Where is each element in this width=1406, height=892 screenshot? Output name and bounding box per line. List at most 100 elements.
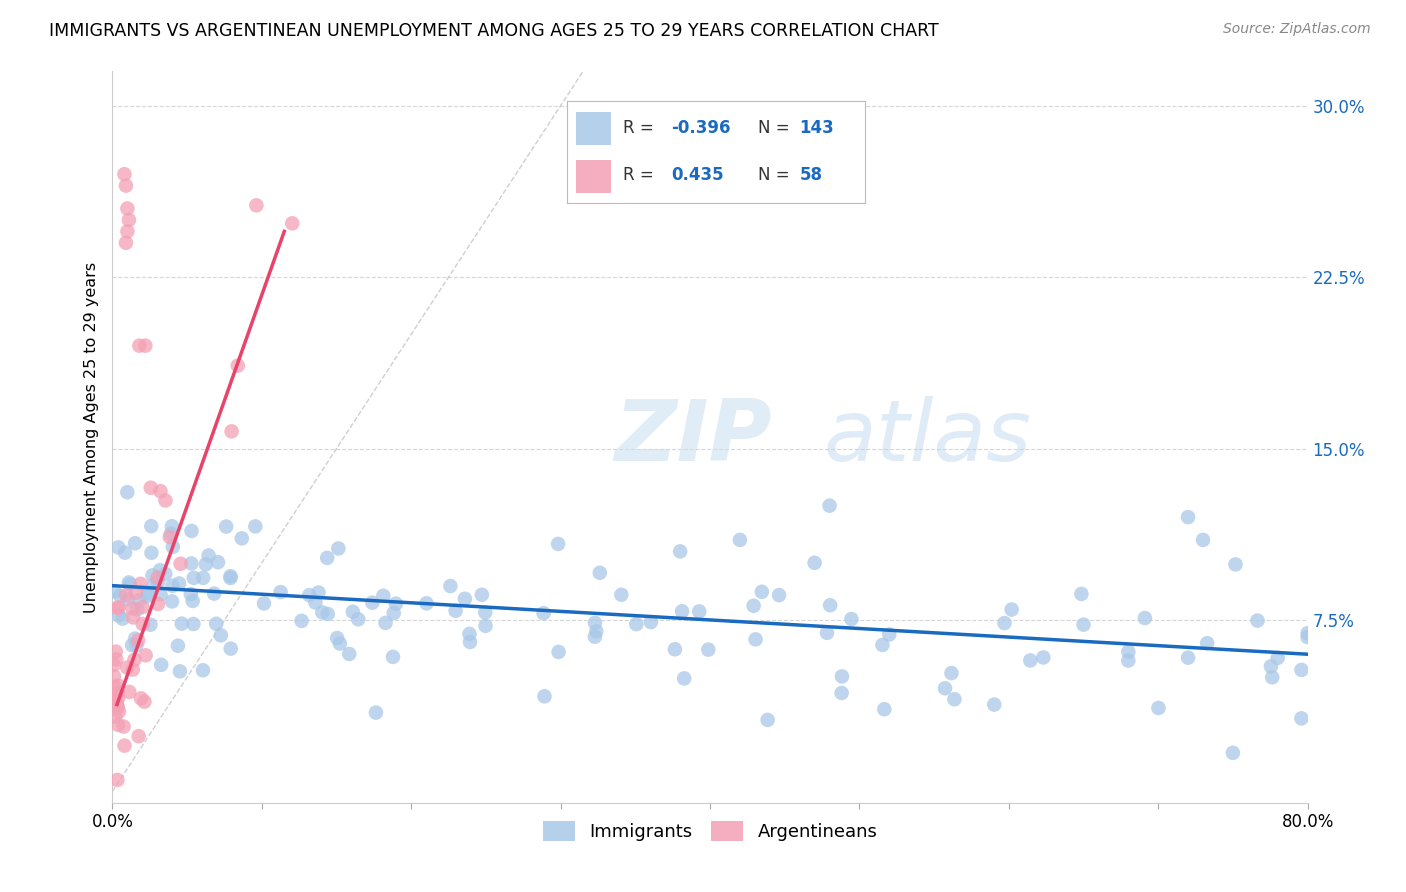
Point: [245, 198, 267, 212]
Point: [1073, 617, 1095, 632]
Point: [993, 616, 1015, 631]
Point: [180, 524, 202, 538]
Point: [1296, 630, 1319, 644]
Point: [139, 617, 162, 632]
Point: [141, 519, 163, 533]
Point: [160, 594, 183, 608]
Point: [183, 617, 205, 632]
Text: ZIP: ZIP: [614, 395, 772, 479]
Point: [114, 739, 136, 753]
Point: [146, 597, 169, 611]
Point: [415, 596, 437, 610]
Point: [983, 698, 1005, 712]
Point: [1133, 611, 1156, 625]
Point: [308, 585, 330, 599]
Point: [122, 610, 145, 624]
Point: [107, 686, 129, 700]
Point: [669, 544, 692, 558]
Point: [131, 617, 153, 632]
Point: [231, 532, 253, 546]
Point: [117, 485, 139, 500]
Point: [1197, 636, 1219, 650]
Point: [374, 615, 396, 630]
Point: [253, 596, 276, 610]
Point: [385, 597, 408, 611]
Point: [444, 604, 467, 618]
Point: [202, 586, 225, 600]
Point: [115, 588, 138, 602]
Point: [183, 571, 205, 585]
Point: [1118, 654, 1140, 668]
Point: [818, 499, 841, 513]
Point: [1267, 651, 1289, 665]
Point: [1192, 533, 1215, 547]
Point: [118, 213, 141, 227]
Point: [742, 599, 765, 613]
Point: [146, 575, 169, 590]
Point: [640, 615, 662, 629]
Point: [104, 710, 127, 724]
Point: [342, 605, 364, 619]
Point: [136, 586, 159, 600]
Point: [1296, 626, 1319, 640]
Point: [337, 647, 360, 661]
Point: [169, 665, 191, 679]
Point: [121, 638, 143, 652]
Point: [107, 541, 129, 555]
Point: [298, 588, 321, 602]
Point: [124, 536, 146, 550]
Point: [281, 216, 304, 230]
Point: [304, 595, 326, 609]
Point: [728, 533, 751, 547]
Point: [454, 591, 477, 606]
Point: [879, 627, 901, 641]
Point: [115, 178, 138, 193]
Point: [803, 556, 825, 570]
Point: [768, 588, 790, 602]
Point: [1222, 746, 1244, 760]
Point: [131, 600, 153, 615]
Point: [439, 579, 461, 593]
Point: [118, 575, 141, 590]
Point: [117, 224, 139, 238]
Point: [471, 588, 494, 602]
Point: [1032, 650, 1054, 665]
Point: [626, 617, 648, 632]
Point: [180, 587, 202, 601]
Point: [329, 636, 352, 650]
Point: [193, 571, 215, 585]
Point: [1225, 558, 1247, 572]
Point: [118, 577, 141, 591]
Point: [104, 644, 127, 658]
Point: [117, 592, 139, 607]
Point: [941, 666, 963, 681]
Point: [121, 601, 143, 615]
Point: [474, 619, 496, 633]
Point: [1261, 670, 1284, 684]
Point: [127, 633, 149, 648]
Point: [167, 576, 190, 591]
Point: [107, 700, 129, 714]
Point: [104, 687, 127, 701]
Point: [107, 608, 129, 623]
Point: [219, 571, 242, 585]
Point: [943, 692, 966, 706]
Point: [361, 596, 384, 610]
Point: [194, 558, 217, 572]
Point: [1260, 659, 1282, 673]
Point: [831, 669, 853, 683]
Point: [207, 555, 229, 569]
Point: [316, 550, 339, 565]
Point: [610, 588, 633, 602]
Point: [129, 577, 152, 591]
Point: [149, 563, 172, 577]
Text: IMMIGRANTS VS ARGENTINEAN UNEMPLOYMENT AMONG AGES 25 TO 29 YEARS CORRELATION CHA: IMMIGRANTS VS ARGENTINEAN UNEMPLOYMENT A…: [49, 22, 939, 40]
Point: [1118, 645, 1140, 659]
Point: [1070, 587, 1092, 601]
Point: [114, 546, 136, 560]
Point: [673, 672, 696, 686]
Point: [215, 519, 238, 533]
Point: [105, 601, 128, 615]
Point: [382, 649, 405, 664]
Point: [108, 705, 131, 719]
